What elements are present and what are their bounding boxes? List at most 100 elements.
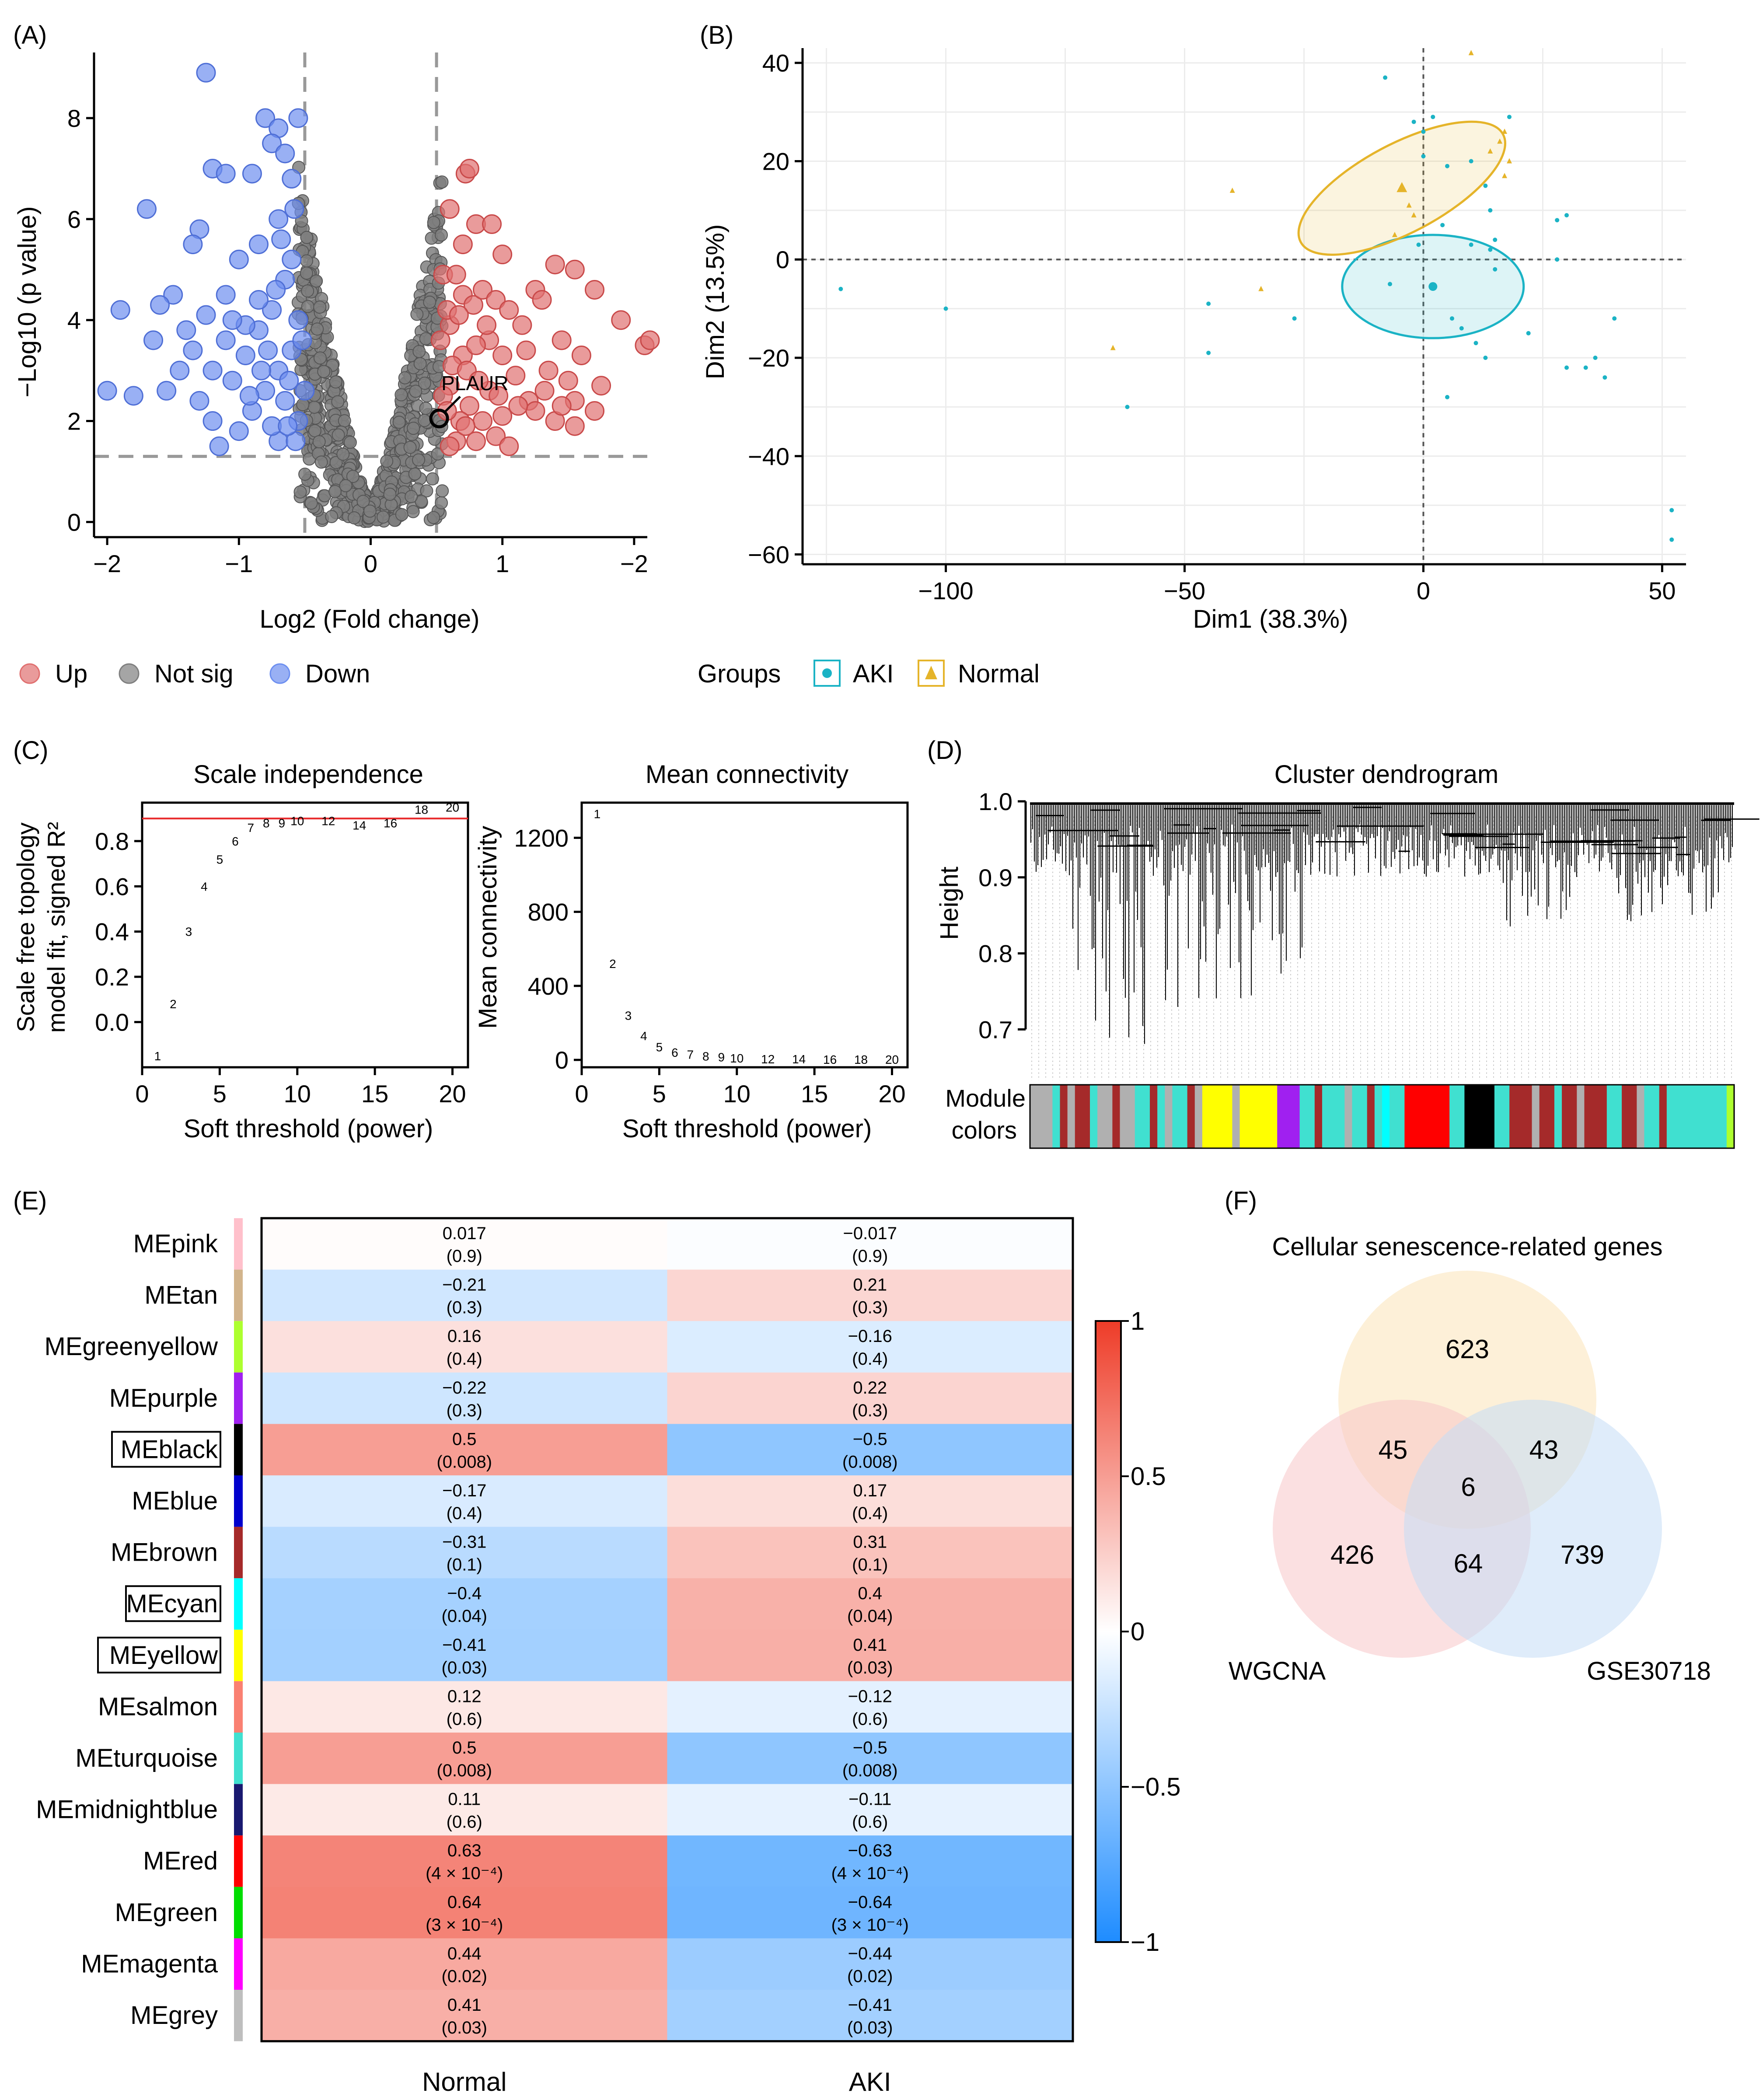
down-point [222,310,242,330]
up-point [492,346,513,365]
heatmap-cell [262,1681,667,1733]
module-color-swatch [234,1475,243,1527]
cell-value: −0.17 [442,1481,486,1500]
not-sig-point [418,414,431,427]
centroid-normal [1396,182,1407,192]
cell-value: 0.5 [452,1429,477,1449]
not-sig-point [336,447,350,461]
not-sig-point [408,467,422,481]
not-sig-point [409,384,422,398]
up-point [506,366,526,386]
power-point-label: 9 [278,817,285,830]
venn-diagram: Cellular senescence-related genes WGCNA GS… [1229,1233,1711,1685]
module-segment [1666,1085,1727,1148]
not-sig-point [435,175,449,189]
power-point-label: 5 [656,1040,663,1054]
power-point-label: 5 [216,853,223,866]
down-point [97,381,117,401]
not-sig-point [380,454,394,468]
down-point [229,249,249,269]
cell-value: 0.63 [447,1841,482,1860]
cell-pvalue: (0.4) [447,1349,482,1369]
panel-label-b: (B) [700,21,733,49]
module-label: MEgreen [115,1898,218,1927]
heatmap-cell [667,1372,1073,1424]
module-segment [1090,1085,1098,1148]
heatmap-cell [262,1527,667,1579]
module-color-swatch [234,1629,243,1681]
up-point [512,315,532,335]
cluster-dendrogram: Cluster dendrogram 0.7 0.8 0.9 1.0 Height M… [935,760,1760,1149]
heatmap-cell [262,1475,667,1527]
venn-circle-2 [1404,1400,1662,1658]
heatmap-cell [262,1835,667,1887]
up-point [534,381,555,401]
down-point [262,300,282,320]
colorbar-tick-label: 0.5 [1131,1462,1166,1491]
not-sig-point [410,307,424,321]
point-normal [1468,50,1474,56]
point-aki [1383,75,1388,80]
down-point [216,285,236,305]
heatmap-cell [262,1733,667,1785]
up-points [430,158,660,456]
not-sig-point [398,371,412,384]
point-aki [1445,395,1450,399]
point-normal [1497,138,1503,144]
not-sig-point [331,395,345,409]
point-aki [1488,208,1493,213]
cell-pvalue: (0.3) [447,1401,482,1420]
module-segment [1120,1085,1135,1148]
y-tick-label: −20 [748,344,789,372]
venn-set-label-senescence: Cellular senescence-related genes [1272,1233,1662,1261]
down-point [202,411,223,431]
not-sig-point [346,470,360,483]
x-tick-label: 0 [1417,577,1430,604]
heatmap-cell [262,1372,667,1424]
heatmap-cell [262,1218,667,1270]
cell-value: −0.16 [848,1327,892,1346]
not-sig-point [407,422,420,435]
power-point-label: 1 [594,807,601,821]
point-normal [1507,158,1512,164]
point-aki [1493,267,1498,272]
module-segment [1562,1085,1577,1148]
point-aki [1583,365,1588,370]
not-sig-point [419,402,433,415]
heatmap-cell [667,1321,1073,1373]
mean-connectivity-title: Mean connectivity [646,760,848,789]
module-color-swatch [234,1424,243,1475]
point-aki [1469,159,1473,164]
heatmap-cell [262,1269,667,1321]
power-point-label: 2 [609,957,616,971]
dendrogram-tree [1030,802,1760,1080]
dendrogram-y-label: Height [935,867,964,940]
down-point [282,169,302,189]
down-point [222,370,242,391]
y-tick-label: 0 [776,246,789,273]
down-point [275,143,295,164]
y-tick-label: 0.9 [978,864,1012,891]
y-tick-label: 0.8 [95,828,129,855]
module-colors-label-1: Module [945,1084,1026,1112]
down-point [150,295,170,315]
cell-pvalue: (0.008) [436,1452,492,1471]
point-aki [1555,218,1560,223]
module-highlight-box [125,1585,221,1622]
not-sig-point [376,510,390,524]
down-point [262,133,282,154]
dendrogram-title: Cluster dendrogram [1274,760,1499,789]
up-point [466,335,486,355]
power-point-label: 6 [671,1046,678,1059]
down-point [196,305,216,325]
point-aki [1564,365,1569,370]
point-aki [1493,238,1498,242]
not-sig-point [307,400,321,414]
down-point [170,360,190,381]
down-point [157,381,177,401]
mean-connectivity-x-label: Soft threshold (power) [622,1115,872,1143]
cell-value: −0.41 [442,1635,486,1655]
x-tick-label: −1 [225,550,253,577]
x-tick-label: 0 [575,1080,588,1108]
down-point [176,320,196,340]
